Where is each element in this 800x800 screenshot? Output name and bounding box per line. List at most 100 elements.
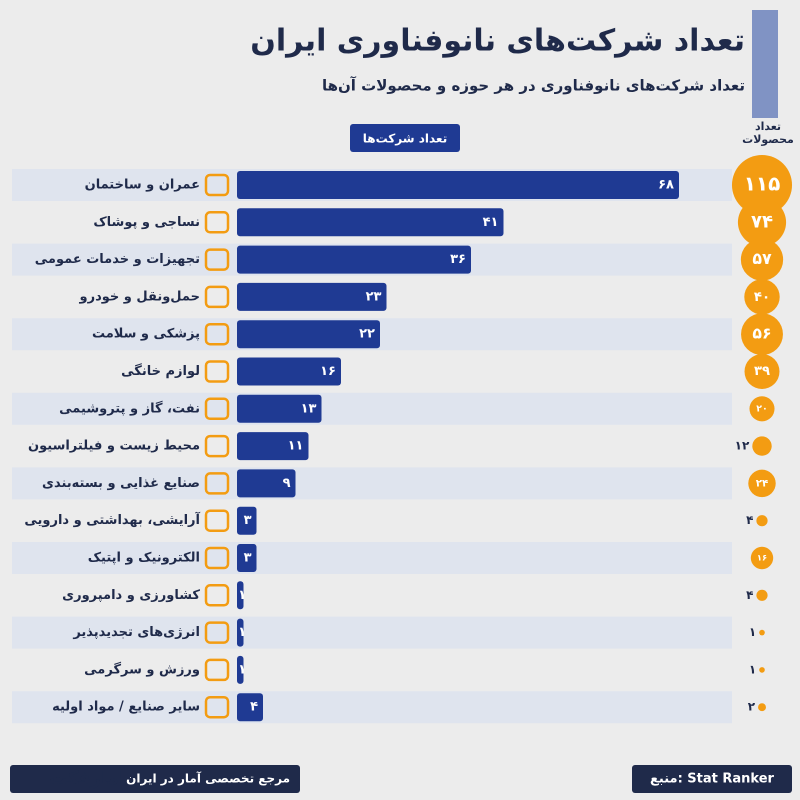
category-label: حمل‌ونقل و خودرو	[79, 289, 201, 304]
icon	[204, 584, 230, 607]
product-bubble	[731, 154, 793, 216]
accent-bar	[752, 10, 778, 118]
product-bubble	[758, 703, 766, 712]
product-value-label: ۲۰	[756, 403, 767, 414]
category-label: صنایع غذایی و بسته‌بندی	[42, 476, 200, 491]
product-bubble	[752, 436, 772, 456]
icon	[204, 695, 230, 719]
icon	[204, 322, 230, 346]
bar-value-label: ۴۱	[483, 215, 499, 230]
product-bubble	[756, 515, 768, 527]
category-label: لوازم خانگی	[121, 363, 200, 379]
product-value-label: ۱۱۵	[744, 172, 781, 196]
bar	[237, 282, 387, 311]
row-band	[12, 467, 732, 500]
product-value-label: ۲	[748, 700, 756, 714]
product-value-label: ۴	[746, 588, 753, 602]
logo: آمارفکت	[49, 766, 126, 789]
footer-tagline: مرجع تخصصی آمار در ایران	[126, 771, 290, 786]
bar-value-label: ۱	[238, 662, 246, 677]
category-label: نفت، گاز و پتروشیمی	[59, 400, 200, 416]
bar-value-label: ۲۲	[359, 327, 375, 342]
bar-value-label: ۹	[283, 476, 291, 491]
bar-value-label: ۱۱	[288, 439, 304, 454]
bar-value-label: ۶۸	[658, 178, 674, 193]
bar-value-label: ۱	[238, 588, 246, 603]
icon	[204, 434, 230, 458]
bar	[237, 245, 471, 274]
bar	[237, 581, 244, 610]
icon	[204, 472, 230, 495]
bar	[237, 357, 341, 386]
bar-value-label: ۱۶	[320, 364, 336, 379]
bar-value-label: ۳۶	[450, 252, 466, 267]
product-bubble	[750, 546, 774, 570]
product-bubble	[756, 589, 768, 601]
footer-box	[10, 765, 300, 793]
icon	[204, 285, 230, 309]
product-value-label: ۱۶	[757, 553, 767, 563]
bar	[237, 320, 380, 349]
product-value-label: ۱۲	[735, 439, 750, 453]
bar-value-label: ۱۳	[301, 401, 317, 416]
legend-box	[350, 124, 460, 152]
product-value-label: ۲۴	[756, 477, 769, 489]
row-band	[12, 542, 732, 574]
bar	[237, 655, 244, 684]
legend-label: تعداد شرکت‌ها	[363, 132, 447, 146]
icon	[204, 397, 230, 421]
bar-value-label: ۱	[238, 625, 246, 640]
icon	[204, 360, 230, 383]
category-label: سایر صنایع / مواد اولیه	[52, 700, 200, 715]
product-value-label: ۱	[749, 625, 756, 639]
product-bubble	[737, 198, 787, 247]
icon	[204, 621, 230, 644]
product-bubble	[744, 354, 780, 389]
product-value-label: ۵۷	[752, 249, 772, 268]
product-bubble	[759, 629, 765, 636]
row-band	[12, 616, 732, 649]
category-label: کشاورزی و دامپروری	[62, 588, 200, 603]
bar	[237, 506, 257, 535]
product-value-label: ۴۰	[754, 290, 770, 305]
bar-value-label: ۳	[244, 513, 252, 528]
category-label: عمران و ساختمان	[85, 178, 200, 193]
bar	[237, 618, 244, 647]
chart-subtitle: تعداد شرکت‌های نانوفناوری در هر حوزه و م…	[322, 77, 745, 95]
product-bubble	[740, 238, 784, 281]
bar-value-label: ۲۳	[366, 289, 382, 304]
category-label: نساجی و پوشاک	[93, 215, 200, 230]
icon	[204, 248, 230, 271]
product-value-label: ۵۶	[752, 324, 771, 343]
category-label: انرژی‌های تجدیدپذیر	[72, 625, 200, 640]
bar	[237, 469, 296, 498]
bar-value-label: ۳	[244, 551, 252, 566]
icon	[204, 546, 230, 570]
product-bubble	[744, 279, 780, 315]
icon	[204, 658, 230, 682]
product-bubble	[748, 469, 776, 498]
icon	[204, 509, 230, 532]
category-label: ورزش و سرگرمی	[84, 661, 200, 677]
category-label: پزشکی و سلامت	[92, 327, 200, 342]
product-bubble	[741, 313, 783, 356]
legend-label-products: تعداد محصولات	[742, 120, 794, 146]
product-bubble	[759, 667, 765, 673]
bar	[237, 544, 257, 572]
product-value-label: ۱	[749, 662, 756, 676]
bar	[237, 394, 322, 423]
row-band	[12, 691, 732, 724]
icon	[204, 173, 230, 197]
product-value-label: ۴	[746, 513, 753, 527]
bar-value-label: ۴	[250, 700, 258, 715]
icon	[204, 211, 230, 234]
source-box	[632, 765, 792, 793]
product-bubble	[749, 396, 775, 422]
category-label: محیط زیست و فیلتراسیون	[28, 439, 200, 454]
source: منبع: Stat Ranker	[650, 772, 775, 787]
bar	[237, 432, 309, 461]
chart-title: تعداد شرکت‌های نانوفناوری ایران	[250, 24, 745, 59]
bar	[237, 171, 679, 199]
